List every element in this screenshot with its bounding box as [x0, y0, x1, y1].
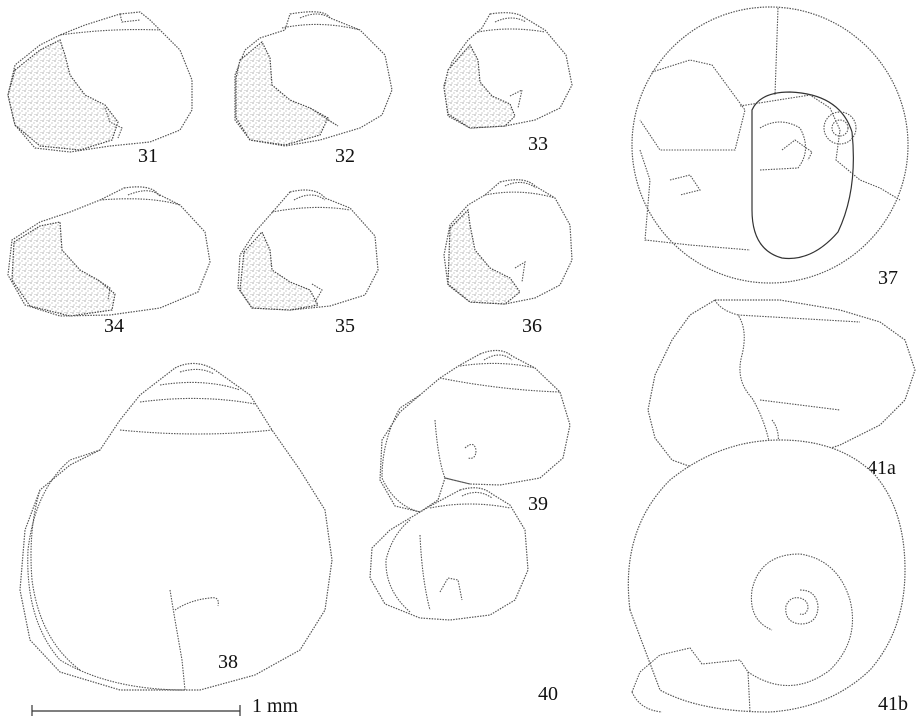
shell-figure-31: 31: [7, 11, 193, 167]
figure-label-33: 33: [528, 133, 548, 155]
figure-label-34: 34: [104, 315, 124, 337]
scale-bar: 1 mm: [31, 695, 299, 717]
figure-label-38: 38: [218, 651, 238, 673]
shell-figure-37: 37: [631, 6, 909, 289]
shell-figure-36: 36: [443, 179, 573, 337]
shell-figure-39: 39: [379, 349, 571, 515]
shell-figure-35: 35: [237, 189, 379, 337]
shell-figure-33: 33: [443, 12, 573, 155]
shell-figure-41b: 41b: [627, 439, 908, 715]
figure-label-39: 39: [528, 493, 548, 515]
figure-label-36: 36: [522, 315, 542, 337]
shell-figure-40: 40: [369, 487, 558, 705]
shell-figure-34: 34: [7, 186, 211, 337]
scale-bar-label: 1 mm: [252, 695, 299, 717]
shell-figure-32: 32: [234, 11, 393, 167]
figure-label-32: 32: [335, 145, 355, 167]
figure-label-35: 35: [335, 315, 355, 337]
figure-label-37: 37: [878, 267, 898, 289]
figure-label-31: 31: [138, 145, 158, 167]
shell-figure-41a: 41a: [647, 299, 916, 479]
figure-label-41b: 41b: [878, 693, 908, 715]
shell-figure-38: 38: [19, 362, 333, 691]
figure-label-40: 40: [538, 683, 558, 705]
